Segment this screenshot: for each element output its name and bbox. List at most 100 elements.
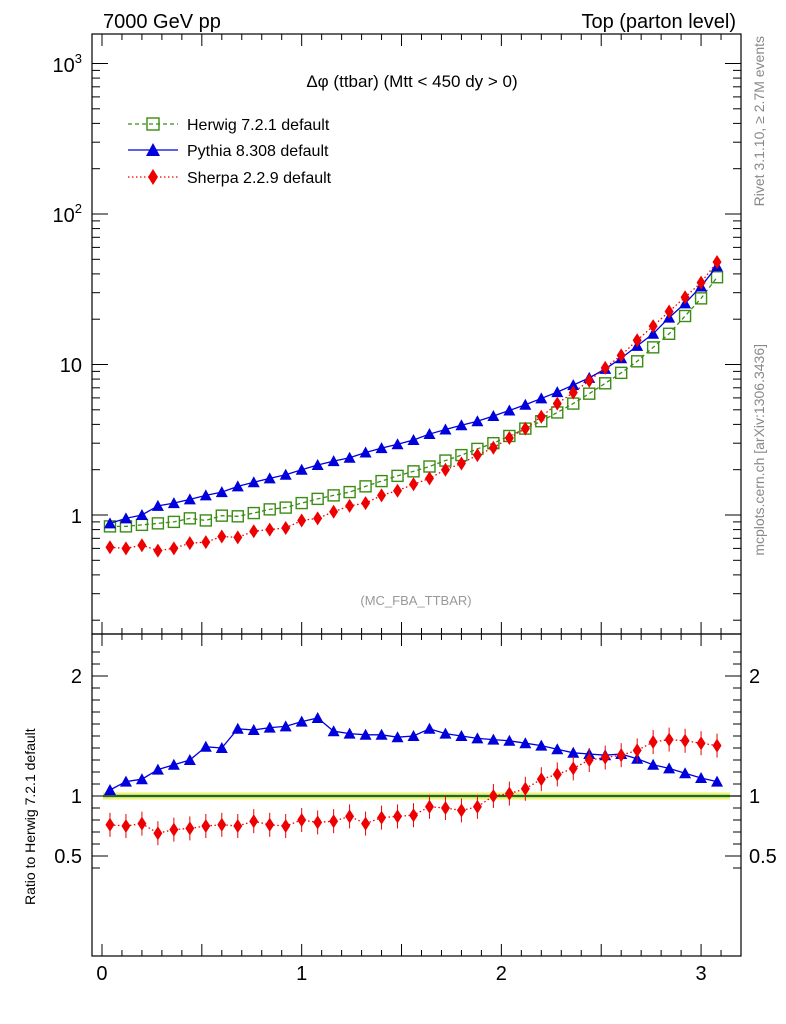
ratio-point-sherpa xyxy=(632,743,642,758)
ratio-point-sherpa xyxy=(616,748,626,763)
ratio-point-sherpa xyxy=(313,815,323,830)
ratio-line-pythia xyxy=(109,717,718,791)
ratio-point-sherpa xyxy=(568,761,578,776)
ratio-point-sherpa xyxy=(552,767,562,782)
data-point-sherpa xyxy=(696,275,706,290)
data-point-herwig xyxy=(295,496,308,510)
data-point-pythia xyxy=(311,458,324,470)
data-point-sherpa xyxy=(185,536,195,551)
data-point-sherpa xyxy=(329,504,339,519)
data-point-pythia xyxy=(119,512,132,524)
data-point-pythia xyxy=(551,386,564,398)
data-point-sherpa xyxy=(520,421,530,436)
data-point-herwig xyxy=(215,509,229,522)
main-y-tick-labels: 103 102 10 1 xyxy=(53,51,82,528)
ratio-point-pythia xyxy=(471,732,484,744)
data-point-sherpa xyxy=(409,477,419,492)
ratio-series-pythia xyxy=(103,712,724,795)
ratio-point-pythia xyxy=(343,727,356,739)
ratio-point-sherpa xyxy=(329,814,339,829)
legend-label-herwig: Herwig 7.2.1 default xyxy=(187,117,330,134)
ratio-axis-ticks: 0 1 2 3 0.5 0.5 1 1 2 2 xyxy=(54,634,777,985)
data-point-sherpa xyxy=(217,529,227,544)
ratio-point-pythia xyxy=(567,746,580,758)
data-point-pythia xyxy=(263,472,276,484)
data-point-sherpa xyxy=(472,448,482,463)
data-point-pythia xyxy=(359,446,372,458)
ratio-point-sherpa xyxy=(664,732,674,747)
x-tick-label: 0 xyxy=(96,963,107,985)
ratio-y-axis-title: Ratio to Herwig 7.2.1 default xyxy=(22,728,38,905)
data-point-sherpa xyxy=(536,409,546,424)
ratio-point-pythia xyxy=(455,730,468,741)
ratio-point-pythia xyxy=(695,772,708,783)
ratio-point-pythia xyxy=(231,722,244,734)
ratio-y-tick-label-right: 0.5 xyxy=(749,846,777,868)
rivet-label: Rivet 3.1.10, ≥ 2.7M events xyxy=(751,36,767,206)
ratio-point-sherpa xyxy=(201,819,211,833)
ratio-point-pythia xyxy=(311,712,324,723)
ratio-point-pythia xyxy=(279,720,292,732)
ratio-point-pythia xyxy=(663,762,676,774)
ratio-point-sherpa xyxy=(153,826,163,841)
data-point-herwig xyxy=(423,460,436,473)
ratio-point-sherpa xyxy=(121,819,131,833)
data-point-pythia xyxy=(647,327,660,339)
data-point-pythia xyxy=(455,419,468,431)
ratio-point-pythia xyxy=(487,733,500,745)
data-point-pythia xyxy=(343,451,356,463)
ratio-point-sherpa xyxy=(233,819,243,833)
series-pythia xyxy=(103,260,724,529)
ratio-point-pythia xyxy=(391,731,404,743)
header-left: 7000 GeV pp xyxy=(103,11,221,33)
data-point-herwig xyxy=(694,292,708,305)
ratio-point-pythia xyxy=(423,722,436,734)
ratio-point-sherpa xyxy=(105,817,115,832)
series-line-sherpa xyxy=(109,261,718,552)
ratio-point-sherpa xyxy=(265,817,275,832)
data-point-sherpa xyxy=(424,471,434,486)
data-point-herwig xyxy=(327,489,340,502)
data-point-sherpa xyxy=(552,396,562,411)
data-point-pythia xyxy=(391,438,404,450)
data-point-pythia xyxy=(503,404,516,416)
ratio-point-pythia xyxy=(407,730,420,741)
ratio-y-tick-label-right: 1 xyxy=(749,786,760,808)
legend-marker-herwig xyxy=(146,117,160,131)
legend-entry-herwig: Herwig 7.2.1 default xyxy=(128,117,330,134)
ratio-point-sherpa xyxy=(281,819,291,833)
data-point-sherpa xyxy=(105,540,115,555)
legend-entry-sherpa: Sherpa 2.2.9 default xyxy=(128,169,332,187)
data-point-sherpa xyxy=(680,290,690,305)
data-point-sherpa xyxy=(201,535,211,550)
data-point-pythia xyxy=(471,415,484,427)
data-point-sherpa xyxy=(249,524,259,539)
data-point-pythia xyxy=(567,379,580,391)
data-point-sherpa xyxy=(265,522,275,537)
data-point-sherpa xyxy=(377,488,387,503)
legend-label-sherpa: Sherpa 2.2.9 default xyxy=(187,170,332,187)
data-point-herwig xyxy=(391,469,404,483)
data-point-sherpa xyxy=(712,254,722,269)
ratio-point-sherpa xyxy=(472,799,482,814)
main-series-layer xyxy=(103,254,724,558)
data-point-sherpa xyxy=(233,530,243,545)
data-point-sherpa xyxy=(137,538,147,553)
ratio-y-tick-label: 2 xyxy=(71,666,82,688)
x-tick-label: 3 xyxy=(695,963,706,985)
legend-marker-sherpa xyxy=(148,169,158,185)
ratio-point-pythia xyxy=(647,758,660,770)
ratio-y-tick-label: 0.5 xyxy=(54,846,82,868)
data-point-sherpa xyxy=(568,385,578,400)
ratio-point-sherpa xyxy=(424,799,434,814)
data-point-sherpa xyxy=(281,520,291,535)
data-point-herwig xyxy=(263,503,276,516)
ratio-point-pythia xyxy=(263,721,276,733)
data-point-herwig xyxy=(614,366,628,380)
herwig-uncertainty-band xyxy=(103,792,741,800)
ratio-point-pythia xyxy=(167,758,180,770)
ratio-point-sherpa xyxy=(409,808,419,823)
plot-title: Δφ (ttbar) (Mtt < 450 dy > 0) xyxy=(306,72,517,91)
data-point-pythia xyxy=(199,489,212,501)
header-right: Top (parton level) xyxy=(581,11,736,33)
